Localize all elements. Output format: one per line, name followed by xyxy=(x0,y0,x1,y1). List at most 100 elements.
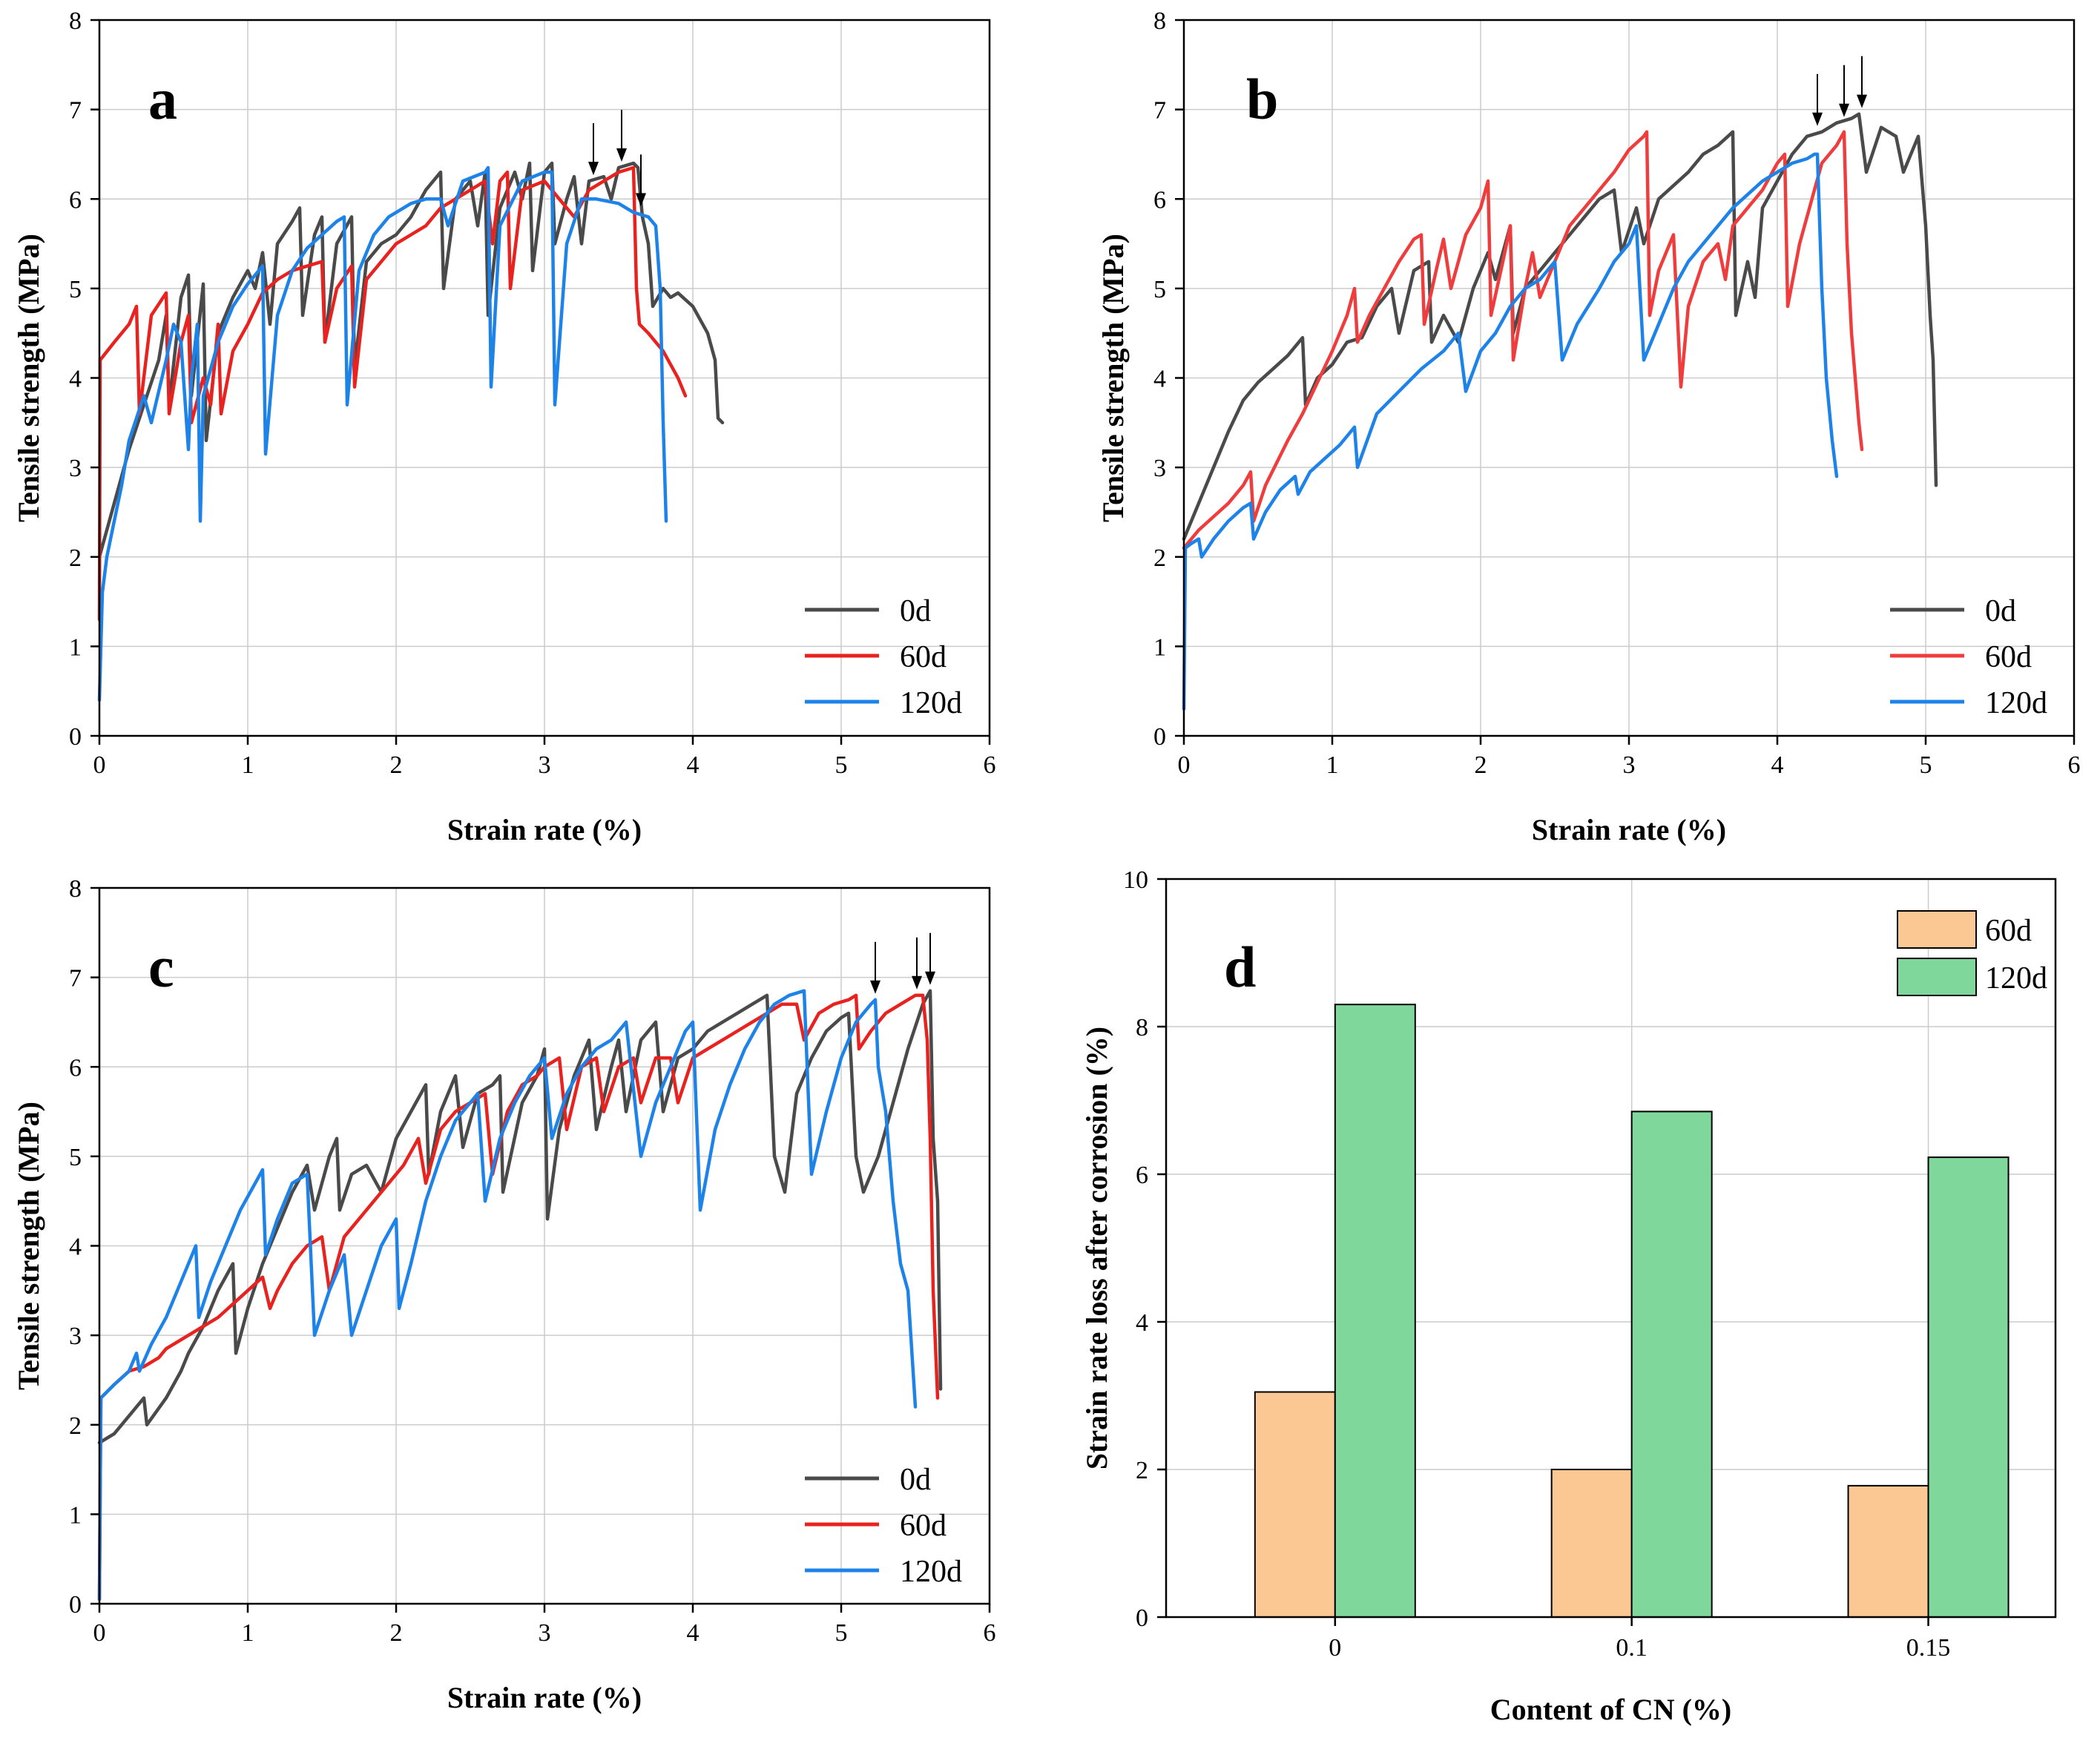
panel-c-x-tick-label: 6 xyxy=(984,1619,996,1647)
panel-c-legend-label-120d: 120d xyxy=(900,1555,962,1589)
panel-a: 0 1 2 3 4 5 6 0 1 2 3 4 5 6 7 8 Strain rate (%) Tensile s… xyxy=(12,7,996,846)
panel-b-series-120d xyxy=(1182,152,1839,711)
panel-c: 0 1 2 3 4 5 6 0 1 2 3 4 5 6 7 8 Strain rate (%) Tensile s… xyxy=(12,875,996,1714)
panel-a-x-tick-label: 3 xyxy=(539,751,551,779)
panel-a-y-axis-title: Tensile strength (MPa) xyxy=(12,234,45,522)
panel-b-y-tick-label: 7 xyxy=(1153,97,1166,125)
panel-b-legend-label-60d: 60d xyxy=(1985,640,2032,674)
panel-c-y-tick-label: 1 xyxy=(69,1501,82,1529)
panel-c-x-tick-label: 0 xyxy=(93,1619,106,1647)
panel-b-y-tick-label: 5 xyxy=(1153,276,1166,303)
panel-d-bar-60d-0.1 xyxy=(1550,1469,1633,1618)
panel-c-y-tick-label: 7 xyxy=(69,965,82,993)
panel-c-letter: c xyxy=(148,935,174,999)
panel-c-failure-arrow-head xyxy=(912,975,922,990)
panel-a-series-60d xyxy=(97,165,688,622)
panel-d-legend-label-120d: 120d xyxy=(1985,961,2047,995)
panel-d-legend-label-60d: 60d xyxy=(1985,914,2032,948)
panel-c-series-60d xyxy=(97,993,940,1602)
panel-d-y-tick-label: 6 xyxy=(1136,1162,1148,1189)
panel-a-x-tick-label: 4 xyxy=(687,751,700,779)
panel-b-x-tick-label: 6 xyxy=(2068,751,2081,779)
panel-b-y-axis-title: Tensile strength (MPa) xyxy=(1096,234,1130,522)
panel-a-x-tick-label: 5 xyxy=(835,751,848,779)
panel-b-y-tick-label: 1 xyxy=(1153,633,1166,661)
panel-a-x-tick-label: 1 xyxy=(242,751,254,779)
panel-d: 0 2 4 6 8 10 0 0.1 0.15 Content of CN (%) Strain r… xyxy=(1080,866,2057,1726)
panel-d-x-tick-label: 0.15 xyxy=(1906,1634,1951,1662)
panel-a-series-0d xyxy=(97,161,725,559)
panel-d-letter: d xyxy=(1224,935,1256,999)
panel-a-x-tick-label: 6 xyxy=(984,751,996,779)
panel-c-x-axis-title: Strain rate (%) xyxy=(447,1681,642,1714)
panel-d-bar-120d-0 xyxy=(1334,1004,1416,1618)
panel-c-y-axis-title: Tensile strength (MPa) xyxy=(12,1102,45,1390)
panel-c-y-tick-label: 8 xyxy=(69,875,82,903)
panel-a-failure-arrow-head xyxy=(636,193,646,207)
panel-c-x-tick-label: 3 xyxy=(539,1619,551,1647)
panel-d-x-axis-title: Content of CN (%) xyxy=(1490,1693,1732,1726)
panel-c-y-tick-label: 3 xyxy=(69,1323,82,1350)
panel-b-y-tick-label: 3 xyxy=(1153,455,1166,482)
panel-a-y-tick-label: 1 xyxy=(69,633,82,661)
panel-b-y-tick-label: 4 xyxy=(1153,366,1166,393)
panel-d-legend-swatch-120d xyxy=(1897,958,1977,996)
panel-d-y-tick-label: 8 xyxy=(1136,1014,1148,1041)
panel-c-series-0d xyxy=(97,989,943,1445)
panel-c-x-tick-label: 1 xyxy=(242,1619,254,1647)
panel-a-failure-arrow-head xyxy=(588,162,599,176)
panel-b-y-tick-label: 6 xyxy=(1153,186,1166,214)
panel-a-x-axis-title: Strain rate (%) xyxy=(447,813,642,846)
panel-b-x-tick-label: 2 xyxy=(1475,751,1487,779)
panel-b-y-tick-label: 2 xyxy=(1153,544,1166,572)
panel-a-y-tick-label: 4 xyxy=(69,366,82,393)
panel-c-y-tick-label: 4 xyxy=(69,1234,82,1261)
panel-d-bar-60d-0.15 xyxy=(1847,1484,1929,1619)
panel-b-failure-arrow-head xyxy=(1812,112,1823,126)
panel-a-y-tick-label: 6 xyxy=(69,186,82,214)
panel-c-x-tick-label: 5 xyxy=(835,1619,848,1647)
panel-c-x-tick-label: 2 xyxy=(390,1619,403,1647)
panel-d-y-tick-label: 10 xyxy=(1123,866,1148,894)
panel-a-legend-label-0d: 0d xyxy=(900,594,931,628)
panel-d-x-tick-label: 0.1 xyxy=(1616,1634,1648,1662)
panel-b-y-tick-label: 0 xyxy=(1153,723,1166,751)
panel-d-legend-swatch-60d xyxy=(1897,910,1977,949)
panel-b-x-axis-title: Strain rate (%) xyxy=(1532,813,1726,846)
panel-c-series-120d xyxy=(97,989,918,1602)
panel-b-failure-arrow-head xyxy=(1839,103,1849,117)
panel-a-y-tick-label: 3 xyxy=(69,455,82,482)
panel-c-failure-arrow-head xyxy=(925,971,935,985)
panel-d-plot-frame xyxy=(1165,878,2057,1619)
panel-b-letter: b xyxy=(1246,67,1278,131)
panel-b-series-60d xyxy=(1182,130,1864,550)
panel-b-y-tick-label: 8 xyxy=(1153,7,1166,35)
panel-a-y-tick-label: 7 xyxy=(69,97,82,125)
panel-c-legend-label-60d: 60d xyxy=(900,1509,947,1543)
panel-b-failure-arrow-head xyxy=(1857,94,1867,108)
panel-c-y-tick-label: 2 xyxy=(69,1412,82,1440)
panel-a-series-120d xyxy=(97,165,668,702)
panel-c-y-tick-label: 6 xyxy=(69,1054,82,1082)
panel-a-legend-label-60d: 60d xyxy=(900,640,947,674)
panel-a-letter: a xyxy=(148,67,177,131)
panel-d-x-tick-label: 0 xyxy=(1329,1634,1341,1662)
panel-d-bar-120d-0.1 xyxy=(1630,1110,1713,1619)
panel-c-y-tick-label: 0 xyxy=(69,1591,82,1619)
panel-a-y-tick-label: 5 xyxy=(69,276,82,303)
panel-c-legend-label-0d: 0d xyxy=(900,1463,931,1497)
panel-d-y-axis-title: Strain rate loss after corrosion (%) xyxy=(1080,1027,1113,1469)
panel-a-x-tick-label: 2 xyxy=(390,751,403,779)
panel-b-x-tick-label: 4 xyxy=(1771,751,1784,779)
panel-d-y-tick-label: 4 xyxy=(1136,1309,1148,1337)
panel-c-x-tick-label: 4 xyxy=(687,1619,700,1647)
panel-a-x-tick-label: 0 xyxy=(93,751,106,779)
panel-b-x-tick-label: 5 xyxy=(1920,751,1932,779)
panel-b-x-tick-label: 1 xyxy=(1326,751,1339,779)
panel-b: 0 1 2 3 4 5 6 0 1 2 3 4 5 6 7 8 Strain rate (%) Tensile s… xyxy=(1096,7,2081,846)
panel-d-bar-60d-0 xyxy=(1254,1391,1336,1619)
panel-a-legend-label-120d: 120d xyxy=(900,686,962,720)
panel-d-y-tick-label: 2 xyxy=(1136,1457,1148,1484)
panel-d-bar-120d-0.15 xyxy=(1927,1156,2010,1618)
